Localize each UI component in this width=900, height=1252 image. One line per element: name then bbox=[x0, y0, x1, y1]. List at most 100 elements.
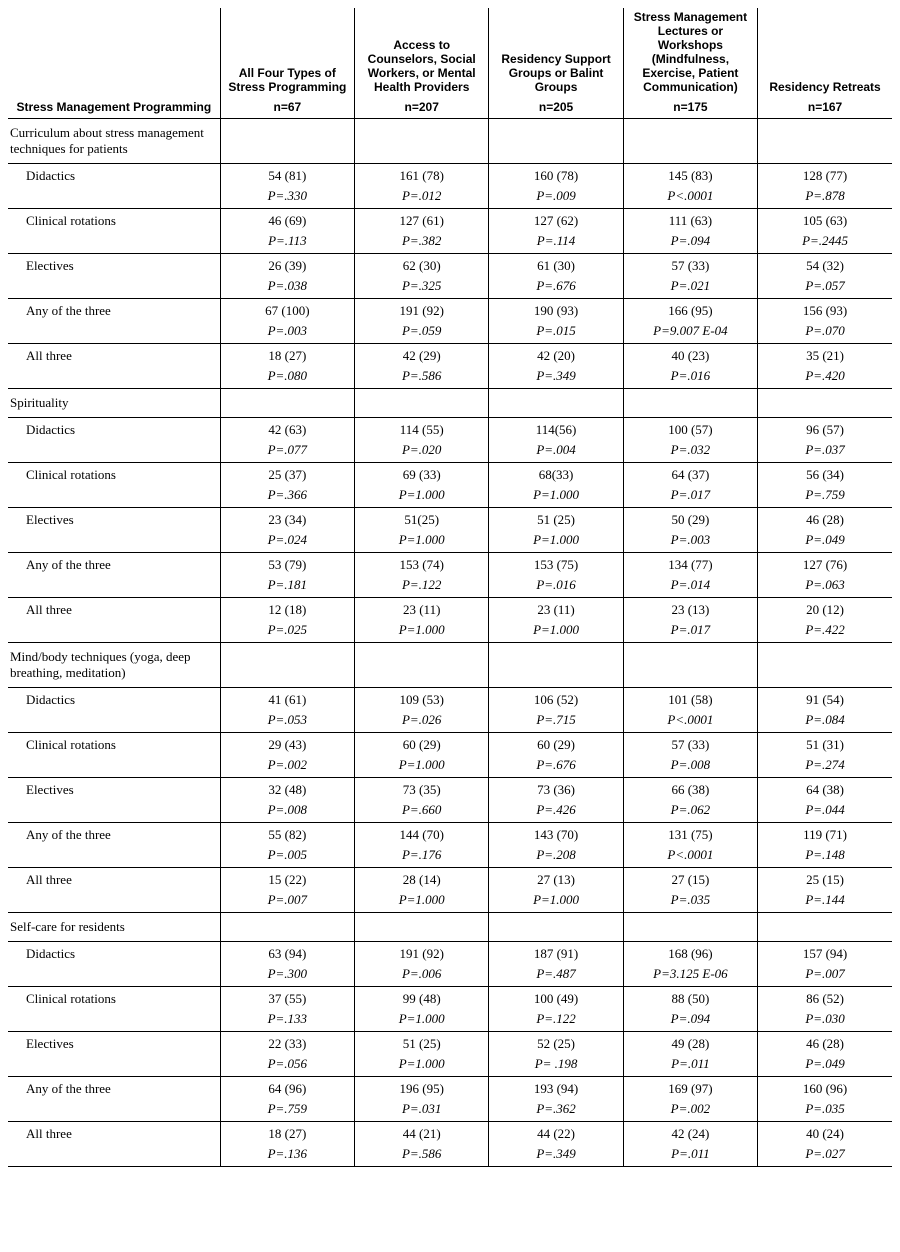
row-label: Clinical rotations bbox=[8, 209, 220, 232]
cell-pvalue: P=.044 bbox=[758, 800, 892, 823]
cell-value: 46 (69) bbox=[220, 209, 354, 232]
section-blank bbox=[489, 389, 623, 418]
cell-value: 26 (39) bbox=[220, 254, 354, 277]
p-row: P=.080P=.586P=.349P=.016P=.420 bbox=[8, 366, 892, 389]
cell-pvalue: P=.274 bbox=[758, 755, 892, 778]
section-blank bbox=[489, 913, 623, 942]
cell-pvalue: P=.030 bbox=[758, 1009, 892, 1032]
row-label: Any of the three bbox=[8, 823, 220, 846]
p-row: P=.002P=1.000P=.676P=.008P=.274 bbox=[8, 755, 892, 778]
row-label-blank bbox=[8, 710, 220, 733]
cell-value: 22 (33) bbox=[220, 1032, 354, 1055]
cell-pvalue: P=.176 bbox=[355, 845, 489, 868]
cell-value: 187 (91) bbox=[489, 942, 623, 965]
cell-pvalue: P=.002 bbox=[623, 1099, 757, 1122]
p-row: P=.038P=.325P=.676P=.021P=.057 bbox=[8, 276, 892, 299]
p-row: P=.003P=.059P=.015P=9.007 E-04P=.070 bbox=[8, 321, 892, 344]
cell-pvalue: P=.122 bbox=[355, 575, 489, 598]
cell-value: 119 (71) bbox=[758, 823, 892, 846]
cell-pvalue: P=.144 bbox=[758, 890, 892, 913]
p-row: P=.053P=.026P=.715P<.0001P=.084 bbox=[8, 710, 892, 733]
data-row: All three12 (18)23 (11)23 (11)23 (13)20 … bbox=[8, 598, 892, 621]
cell-pvalue: P=.009 bbox=[489, 186, 623, 209]
row-label: Clinical rotations bbox=[8, 733, 220, 756]
col-n-5: n=167 bbox=[758, 98, 892, 119]
cell-pvalue: P=.059 bbox=[355, 321, 489, 344]
cell-pvalue: P=.024 bbox=[220, 530, 354, 553]
row-label: Electives bbox=[8, 508, 220, 531]
cell-value: 161 (78) bbox=[355, 164, 489, 187]
cell-value: 40 (23) bbox=[623, 344, 757, 367]
cell-pvalue: P=.759 bbox=[220, 1099, 354, 1122]
cell-value: 44 (21) bbox=[355, 1122, 489, 1145]
row-label-blank bbox=[8, 845, 220, 868]
col-n-4: n=175 bbox=[623, 98, 757, 119]
cell-value: 157 (94) bbox=[758, 942, 892, 965]
cell-pvalue: P=.181 bbox=[220, 575, 354, 598]
data-row: Any of the three53 (79)153 (74)153 (75)1… bbox=[8, 553, 892, 576]
cell-pvalue: P=.017 bbox=[623, 620, 757, 643]
cell-value: 166 (95) bbox=[623, 299, 757, 322]
row-label: Didactics bbox=[8, 164, 220, 187]
row-label-blank bbox=[8, 366, 220, 389]
data-row: All three15 (22)28 (14)27 (13)27 (15)25 … bbox=[8, 868, 892, 891]
cell-pvalue: P=1.000 bbox=[489, 890, 623, 913]
row-label: Any of the three bbox=[8, 553, 220, 576]
section-row: Spirituality bbox=[8, 389, 892, 418]
p-row: P=.008P=.660P=.426P=.062P=.044 bbox=[8, 800, 892, 823]
cell-pvalue: P=.080 bbox=[220, 366, 354, 389]
cell-value: 131 (75) bbox=[623, 823, 757, 846]
cell-pvalue: P=.021 bbox=[623, 276, 757, 299]
cell-value: 127 (61) bbox=[355, 209, 489, 232]
data-row: Electives22 (33)51 (25)52 (25)49 (28)46 … bbox=[8, 1032, 892, 1055]
row-label: Didactics bbox=[8, 418, 220, 441]
cell-pvalue: P=.878 bbox=[758, 186, 892, 209]
cell-pvalue: P=.676 bbox=[489, 276, 623, 299]
cell-value: 101 (58) bbox=[623, 688, 757, 711]
col-n-3: n=205 bbox=[489, 98, 623, 119]
cell-value: 153 (74) bbox=[355, 553, 489, 576]
cell-value: 51 (25) bbox=[355, 1032, 489, 1055]
data-row: Clinical rotations37 (55)99 (48)100 (49)… bbox=[8, 987, 892, 1010]
row-label-blank bbox=[8, 321, 220, 344]
cell-pvalue: P=.300 bbox=[220, 964, 354, 987]
row-label: Electives bbox=[8, 254, 220, 277]
row-label-blank bbox=[8, 1144, 220, 1167]
cell-pvalue: P=.660 bbox=[355, 800, 489, 823]
row-label: Didactics bbox=[8, 688, 220, 711]
row-label: All three bbox=[8, 1122, 220, 1145]
row-label-blank bbox=[8, 800, 220, 823]
cell-pvalue: P=1.000 bbox=[489, 530, 623, 553]
cell-value: 96 (57) bbox=[758, 418, 892, 441]
cell-pvalue: P=1.000 bbox=[355, 1009, 489, 1032]
cell-pvalue: P=1.000 bbox=[489, 620, 623, 643]
p-row: P=.077P=.020P=.004P=.032P=.037 bbox=[8, 440, 892, 463]
cell-value: 91 (54) bbox=[758, 688, 892, 711]
cell-pvalue: P=.035 bbox=[758, 1099, 892, 1122]
cell-value: 23 (13) bbox=[623, 598, 757, 621]
col-header-rowlabel: Stress Management Programming bbox=[8, 8, 220, 119]
cell-pvalue: P=1.000 bbox=[355, 1054, 489, 1077]
cell-pvalue: P=.070 bbox=[758, 321, 892, 344]
cell-value: 32 (48) bbox=[220, 778, 354, 801]
cell-value: 64 (96) bbox=[220, 1077, 354, 1100]
p-row: P=.025P=1.000P=1.000P=.017P=.422 bbox=[8, 620, 892, 643]
cell-value: 169 (97) bbox=[623, 1077, 757, 1100]
cell-value: 27 (13) bbox=[489, 868, 623, 891]
cell-value: 191 (92) bbox=[355, 942, 489, 965]
cell-value: 54 (81) bbox=[220, 164, 354, 187]
section-label: Curriculum about stress management techn… bbox=[8, 119, 220, 164]
data-row: Electives32 (48)73 (35)73 (36)66 (38)64 … bbox=[8, 778, 892, 801]
p-row: P=.133P=1.000P=.122P=.094P=.030 bbox=[8, 1009, 892, 1032]
cell-pvalue: P<.0001 bbox=[623, 710, 757, 733]
cell-value: 105 (63) bbox=[758, 209, 892, 232]
cell-pvalue: P=.026 bbox=[355, 710, 489, 733]
cell-value: 62 (30) bbox=[355, 254, 489, 277]
cell-pvalue: P=.426 bbox=[489, 800, 623, 823]
row-label-blank bbox=[8, 1009, 220, 1032]
row-label: Electives bbox=[8, 778, 220, 801]
cell-value: 156 (93) bbox=[758, 299, 892, 322]
cell-value: 56 (34) bbox=[758, 463, 892, 486]
cell-pvalue: P=.077 bbox=[220, 440, 354, 463]
cell-pvalue: P=.208 bbox=[489, 845, 623, 868]
